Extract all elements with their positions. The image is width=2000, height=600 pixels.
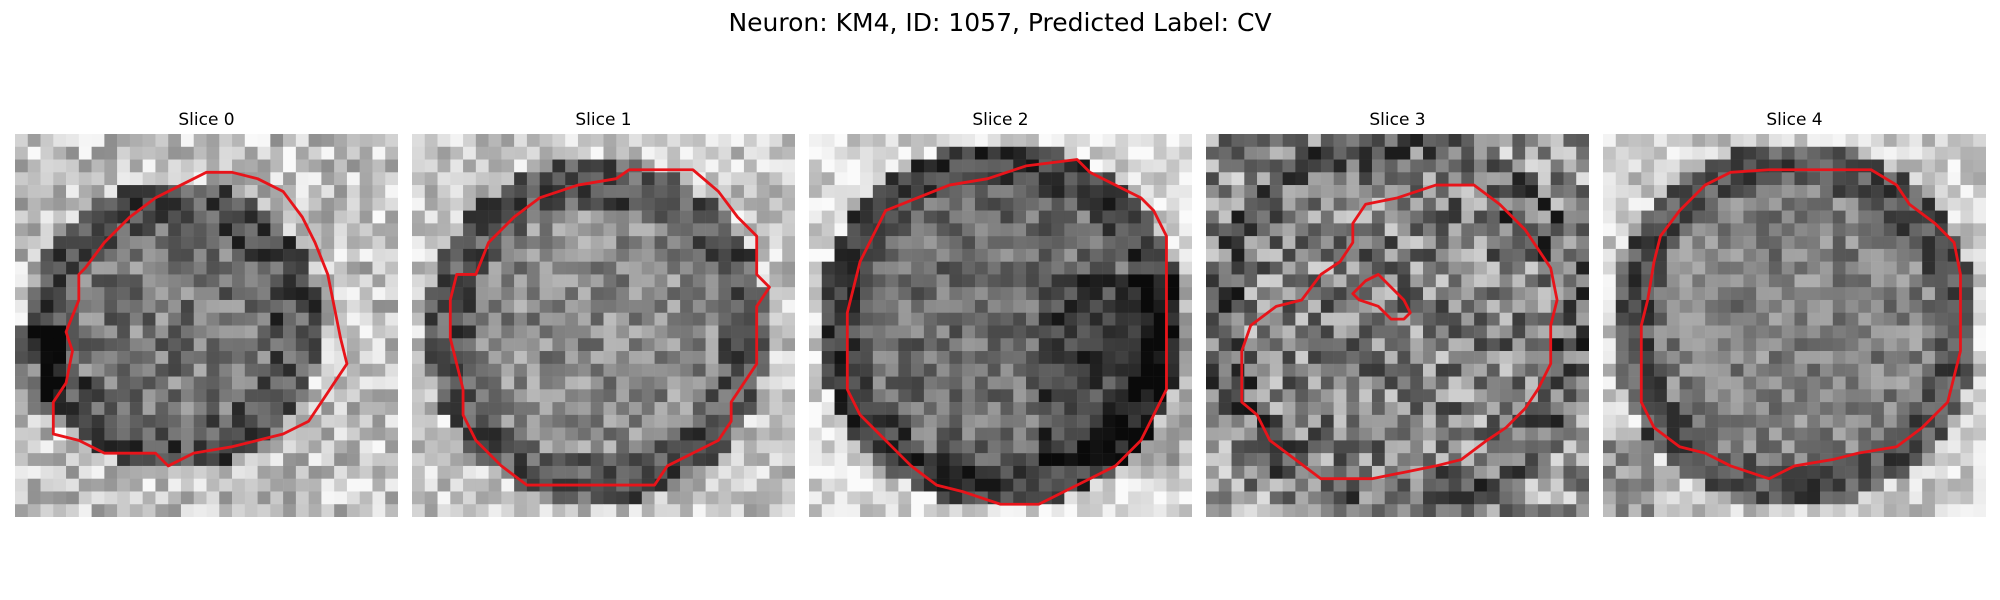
figure-title: Neuron: KM4, ID: 1057, Predicted Label: … [728, 8, 1272, 37]
slice-panel: Slice 0 [15, 110, 398, 517]
segmentation-contour [1240, 183, 1559, 481]
slice-panel: Slice 3 [1206, 110, 1589, 517]
slice-panel: Slice 1 [412, 110, 795, 517]
slice-title: Slice 4 [1766, 110, 1823, 130]
slice-title: Slice 1 [575, 110, 632, 130]
slice-image [15, 134, 398, 517]
slice-image [412, 134, 795, 517]
segmentation-contour [51, 170, 349, 468]
slice-image [1603, 134, 1986, 517]
slice-panel: Slice 2 [809, 110, 1192, 517]
segmentation-contour [845, 158, 1168, 506]
slice-title: Slice 0 [178, 110, 235, 130]
segmentation-contour-hole [1351, 273, 1412, 321]
slice-panel: Slice 4 [1603, 110, 1986, 517]
slice-image [1206, 134, 1589, 517]
slice-image [809, 134, 1192, 517]
segmentation-contour [1639, 168, 1962, 481]
slice-title: Slice 2 [972, 110, 1029, 130]
segmentation-contour [448, 168, 771, 487]
slice-title: Slice 3 [1369, 110, 1426, 130]
